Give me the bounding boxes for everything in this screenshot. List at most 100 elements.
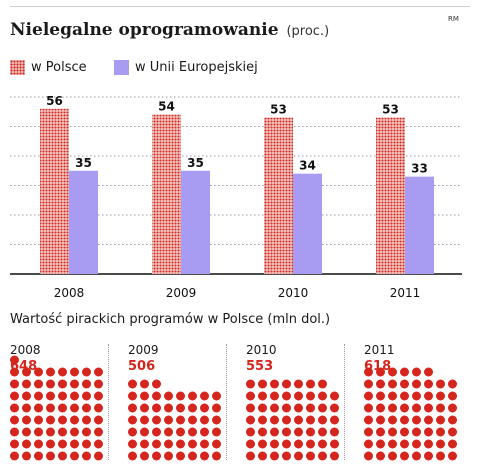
value-dot — [82, 427, 91, 437]
value-dot — [400, 403, 409, 413]
value-dot — [176, 439, 185, 449]
panel-divider — [108, 344, 109, 460]
value-dot — [58, 451, 67, 461]
value-dot — [364, 379, 373, 389]
value-dot — [400, 415, 409, 425]
value-dot — [10, 367, 19, 377]
value-dot — [306, 427, 315, 437]
value-dot — [306, 439, 315, 449]
value-dot — [58, 403, 67, 413]
value-panel-2009: 2009 506 — [128, 343, 228, 374]
value-dot — [246, 439, 255, 449]
value-dot — [58, 379, 67, 389]
legend-swatch-eu — [114, 59, 129, 75]
value-dot — [424, 391, 433, 401]
value-dot — [34, 367, 43, 377]
value-dot — [448, 415, 457, 425]
panel-value: 506 — [128, 359, 156, 374]
value-dot — [330, 439, 339, 449]
value-dot — [34, 415, 43, 425]
value-dot — [70, 439, 79, 449]
value-dot — [94, 415, 103, 425]
value-dot — [152, 427, 161, 437]
value-dot — [22, 427, 31, 437]
value-dot — [212, 415, 221, 425]
value-dot — [436, 379, 445, 389]
dot-group-2011 — [364, 367, 457, 461]
value-dot — [128, 403, 137, 413]
value-dot — [140, 379, 149, 389]
value-dot — [294, 403, 303, 413]
value-dot — [70, 391, 79, 401]
value-dot — [330, 415, 339, 425]
value-dot — [364, 391, 373, 401]
credit-mark: RM — [448, 15, 459, 23]
value-dot — [176, 427, 185, 437]
value-dot — [424, 379, 433, 389]
value-dot — [22, 367, 31, 377]
value-dot — [140, 427, 149, 437]
value-dot — [412, 439, 421, 449]
value-dot — [70, 427, 79, 437]
legend-label-poland: w Polsce — [31, 59, 87, 75]
value-dot — [34, 451, 43, 461]
value-dot — [400, 379, 409, 389]
value-dot — [82, 439, 91, 449]
value-dot — [164, 427, 173, 437]
value-dot — [424, 403, 433, 413]
value-dot — [152, 379, 161, 389]
value-dot — [270, 451, 279, 461]
value-dot — [424, 451, 433, 461]
value-dot — [388, 379, 397, 389]
value-dot — [176, 403, 185, 413]
value-dot — [364, 415, 373, 425]
value-dot — [270, 415, 279, 425]
value-dot — [10, 379, 19, 389]
value-dot — [58, 427, 67, 437]
value-dot — [128, 439, 137, 449]
value-dot — [200, 391, 209, 401]
value-dot — [34, 379, 43, 389]
bar-eu-2011 — [405, 176, 434, 274]
data-label-poland-2011: 53 — [382, 103, 399, 117]
bar-poland-2008 — [40, 108, 69, 274]
value-dot — [400, 367, 409, 377]
value-dot — [282, 391, 291, 401]
value-dot — [212, 391, 221, 401]
value-dot — [82, 451, 91, 461]
value-dot — [94, 403, 103, 413]
subchart-title: Wartość pirackich programów w Polsce (ml… — [10, 312, 331, 327]
value-dot — [22, 379, 31, 389]
value-dot — [306, 451, 315, 461]
value-dot — [364, 427, 373, 437]
value-dot — [412, 403, 421, 413]
value-dot — [282, 451, 291, 461]
value-dot — [376, 415, 385, 425]
value-dot — [188, 415, 197, 425]
value-dot — [282, 427, 291, 437]
value-dot — [140, 451, 149, 461]
value-dot — [46, 403, 55, 413]
value-dot — [258, 379, 267, 389]
value-dot — [376, 379, 385, 389]
value-dot — [376, 403, 385, 413]
value-dot — [318, 439, 327, 449]
value-dot — [82, 415, 91, 425]
value-dot — [448, 439, 457, 449]
value-dot — [318, 415, 327, 425]
value-dot — [436, 403, 445, 413]
panel-year: 2010 — [246, 343, 277, 357]
value-dot — [140, 403, 149, 413]
value-dot — [400, 439, 409, 449]
chart-title: Nielegalne oprogramowanie (proc.) — [10, 20, 329, 40]
value-dot — [10, 415, 19, 425]
value-dot — [318, 391, 327, 401]
value-dot — [188, 403, 197, 413]
value-dot — [388, 391, 397, 401]
value-dot — [318, 451, 327, 461]
value-dot — [22, 403, 31, 413]
value-dot — [448, 403, 457, 413]
value-dot — [46, 427, 55, 437]
value-dot — [246, 391, 255, 401]
